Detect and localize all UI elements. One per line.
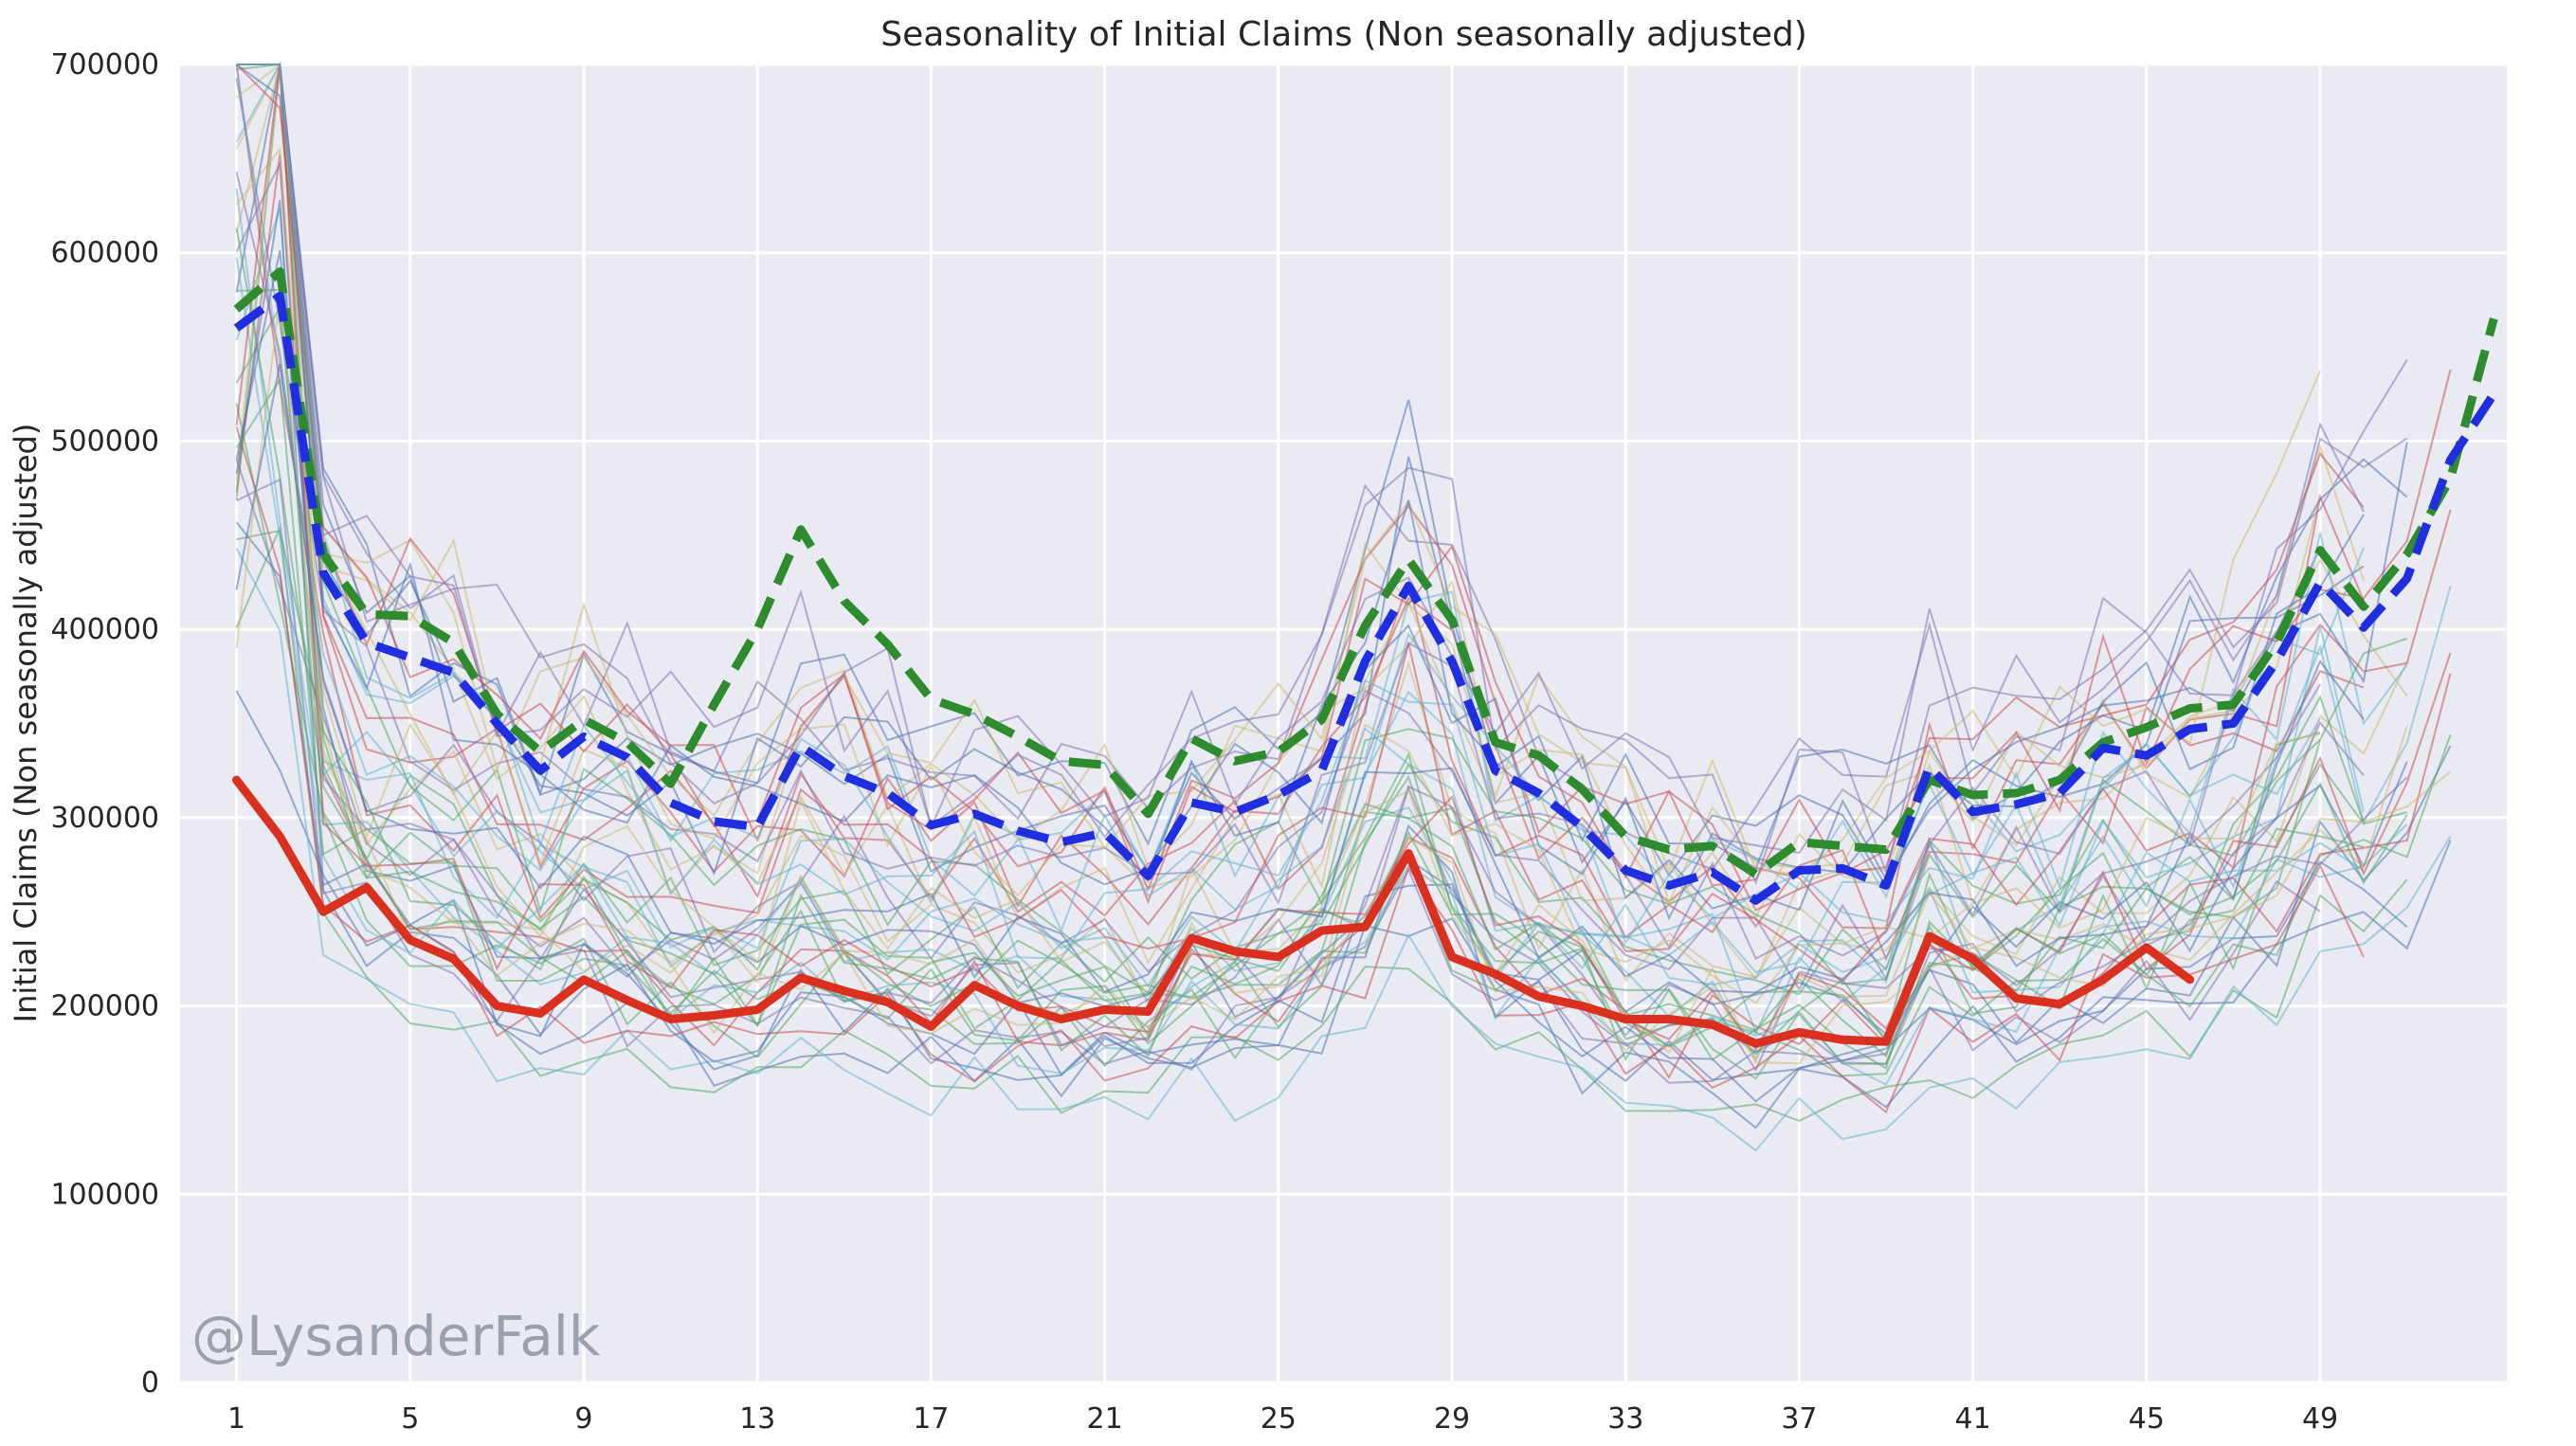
historical-year-line — [236, 63, 2408, 912]
x-tick-label: 1 — [227, 1402, 245, 1436]
historical-year-line — [236, 530, 2408, 1056]
y-tick-label: 100000 — [50, 1178, 159, 1211]
x-tick-label: 41 — [1955, 1402, 1991, 1436]
historical-year-line — [235, 249, 2408, 1036]
historical-year-line — [235, 459, 2365, 1073]
historical-year-line — [235, 63, 2321, 974]
y-axis-label: Initial Claims (Non seasonally adjusted) — [8, 424, 44, 1023]
x-tick-label: 49 — [2302, 1402, 2338, 1436]
historical-year-line — [236, 63, 2365, 855]
historical-year-line — [235, 63, 2452, 1052]
y-axis-ticks: 0 100000 200000 300000 400000 500000 600000 700… — [50, 48, 159, 1400]
x-tick-label: 13 — [739, 1402, 775, 1436]
historical-year-lines — [235, 61, 2452, 1152]
x-tick-label: 25 — [1261, 1402, 1297, 1436]
x-tick-label: 33 — [1607, 1402, 1643, 1436]
y-tick-label: 700000 — [50, 48, 159, 81]
y-tick-label: 200000 — [50, 990, 159, 1023]
historical-year-line — [235, 199, 2408, 1103]
historical-year-line — [235, 297, 2452, 1065]
historical-year-line — [235, 160, 2408, 1065]
series-line-current-year — [232, 775, 2195, 1048]
historical-year-line — [235, 363, 2365, 994]
historical-year-line — [235, 147, 2408, 1063]
y-tick-label: 600000 — [50, 237, 159, 270]
y-tick-label: 500000 — [50, 425, 159, 458]
historical-year-line — [236, 63, 2408, 886]
x-tick-label: 17 — [913, 1402, 949, 1436]
historical-year-line — [235, 690, 2452, 1130]
historical-year-line — [236, 288, 2322, 1058]
historical-year-line — [236, 63, 2365, 889]
x-tick-label: 45 — [2129, 1402, 2165, 1436]
series-line-mean — [233, 267, 2498, 878]
historical-year-line — [235, 524, 2408, 1122]
historical-year-line — [235, 63, 2321, 1005]
gridlines — [180, 63, 2507, 1384]
y-tick-label: 400000 — [50, 613, 159, 646]
historical-year-line — [235, 63, 2408, 981]
x-tick-label: 5 — [401, 1402, 419, 1436]
x-tick-label: 9 — [574, 1402, 592, 1436]
watermark-text: @LysanderFalk — [191, 1304, 601, 1368]
x-axis-ticks: 1 5 9 13 17 21 25 29 33 37 41 45 49 — [227, 1402, 2338, 1436]
historical-year-line — [236, 63, 2365, 939]
historical-year-line — [235, 172, 2321, 991]
x-tick-label: 21 — [1086, 1402, 1122, 1436]
x-tick-label: 29 — [1434, 1402, 1470, 1436]
chart-title: Seasonality of Initial Claims (Non seaso… — [880, 15, 1807, 54]
x-tick-label: 37 — [1781, 1402, 1817, 1436]
y-tick-label: 0 — [141, 1366, 159, 1400]
historical-year-line — [236, 63, 2408, 994]
series-line-median — [233, 291, 2498, 905]
historical-year-line — [235, 78, 2321, 960]
series-lines — [232, 267, 2498, 1048]
historical-year-line — [236, 63, 2322, 876]
historical-year-line — [235, 426, 2365, 1114]
historical-year-line — [235, 548, 2452, 1152]
historical-year-line — [235, 63, 2365, 921]
y-tick-label: 300000 — [50, 802, 159, 835]
